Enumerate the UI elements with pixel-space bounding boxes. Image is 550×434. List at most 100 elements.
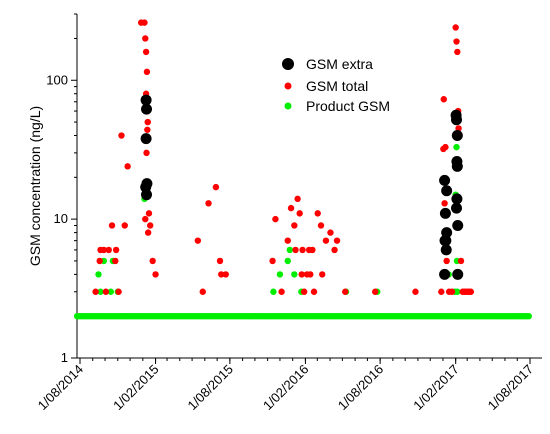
gsm-total-point	[331, 246, 338, 254]
product-gsm-point	[453, 143, 460, 151]
gsm-total-point	[292, 246, 299, 254]
gsm-total-point	[205, 200, 212, 207]
gsm-total-point	[284, 237, 291, 244]
gsm-extra-point	[452, 268, 464, 280]
product-gsm-point	[454, 288, 461, 295]
y-tick-label: 10	[54, 211, 68, 226]
gsm-total-point	[455, 125, 462, 132]
gsm-total-point	[115, 288, 122, 295]
gsm-total-point	[314, 210, 321, 217]
gsm-total-point	[441, 200, 448, 207]
gsm-total-point	[309, 246, 316, 254]
x-tick-label: 1/02/2015	[110, 362, 162, 414]
gsm-total-point	[299, 246, 306, 254]
product-gsm-point	[97, 288, 104, 295]
x-tick-label: 1/08/2015	[184, 362, 236, 414]
gsm-total-point	[121, 222, 128, 229]
legend-label: GSM extra	[306, 56, 373, 72]
gsm-total-point	[118, 132, 125, 139]
gsm-total-point	[143, 68, 151, 76]
gsm-total-point	[310, 288, 318, 295]
gsm-total-point	[112, 246, 120, 254]
gsm-extra-point	[452, 219, 464, 231]
gsm-extra-point	[441, 227, 453, 239]
gsm-total-point	[216, 257, 224, 265]
gsm-total-point	[143, 149, 150, 157]
gsm-extra-point	[451, 160, 463, 172]
product-gsm-point	[276, 271, 284, 278]
gsm-extra-series	[140, 94, 464, 280]
gsm-total-point	[443, 257, 450, 265]
gsm-total-point	[142, 215, 149, 223]
gsm-total-point	[296, 210, 303, 217]
gsm-extra-point	[141, 189, 153, 201]
gsm-total-point	[287, 204, 295, 212]
legend-marker	[282, 58, 294, 70]
gsm-total-point	[144, 229, 152, 236]
gsm-total-point	[144, 118, 151, 126]
gsm-total-point	[448, 288, 456, 295]
gsm-total-point	[218, 271, 225, 278]
gsm-total-point	[278, 288, 285, 295]
gsm-total-point	[317, 222, 325, 229]
x-tick-label: 1/08/2014	[35, 362, 87, 414]
gsm-extra-point	[439, 174, 451, 186]
y-tick-label: 1	[61, 350, 68, 365]
gsm-extra-point	[451, 193, 463, 205]
gsm-total-point	[294, 195, 301, 203]
x-tick-label: 1/02/2017	[410, 362, 462, 414]
legend-marker	[284, 82, 292, 90]
gsm-total-point	[212, 183, 220, 191]
gsm-extra-point	[140, 133, 152, 145]
gsm-total-point	[144, 126, 151, 133]
x-tick-label: 1/08/2016	[335, 362, 387, 414]
product-gsm-point	[286, 246, 294, 254]
product-gsm-point	[525, 312, 532, 320]
gsm-total-point	[322, 237, 330, 244]
y-tick-label: 100	[46, 72, 68, 87]
gsm-total-point	[100, 246, 108, 254]
gsm-total-point	[92, 288, 99, 295]
gsm-extra-point	[440, 244, 452, 256]
gsm-total-point	[269, 257, 276, 265]
gsm-total-point	[342, 288, 349, 295]
gsm-total-point	[142, 48, 150, 56]
plot-frame	[76, 14, 542, 359]
product-gsm-point	[284, 257, 291, 265]
gsm-total-point	[438, 288, 445, 295]
gsm-total-point	[124, 163, 131, 170]
gsm-total-point	[141, 19, 148, 26]
gsm-total-point	[105, 246, 112, 254]
gsm-total-point	[440, 96, 447, 103]
gsm-total-point	[142, 35, 149, 42]
gsm-total-point	[145, 210, 153, 217]
gsm-total-point	[452, 24, 459, 31]
legend: GSM extra GSM total Product GSM	[282, 56, 390, 114]
gsm-extra-point	[440, 235, 452, 247]
legend-marker	[284, 102, 292, 110]
gsm-extra-point	[141, 103, 153, 115]
x-axis: 1/08/2014 1/02/2015 1/08/2015 1/02/2016 1/08…	[35, 358, 536, 414]
gsm-total-point	[467, 288, 475, 295]
gsm-total-point	[108, 222, 116, 229]
gsm-total-point	[298, 271, 305, 278]
x-tick-label: 1/02/2016	[260, 362, 312, 414]
gsm-extra-point	[451, 202, 463, 214]
legend-label: Product GSM	[306, 98, 390, 114]
gsm-total-point	[291, 222, 298, 229]
gsm-total-point	[453, 38, 460, 45]
gsm-total-point	[194, 237, 202, 244]
product-gsm-point	[291, 271, 298, 278]
gsm-extra-point	[441, 185, 453, 197]
y-axis-title: GSM concentration (ng/L)	[27, 106, 43, 266]
gsm-total-point	[152, 271, 159, 278]
gsm-total-point	[333, 237, 341, 244]
gsm-extra-point	[451, 130, 463, 142]
y-axis: 1 10 100	[46, 13, 77, 365]
gsm-total-point	[199, 288, 206, 295]
gsm-total-point	[300, 288, 308, 295]
product-gsm-point	[95, 271, 102, 278]
product-gsm-point	[270, 288, 277, 295]
gsm-total-point	[102, 288, 110, 295]
gsm-total-point	[412, 288, 419, 295]
